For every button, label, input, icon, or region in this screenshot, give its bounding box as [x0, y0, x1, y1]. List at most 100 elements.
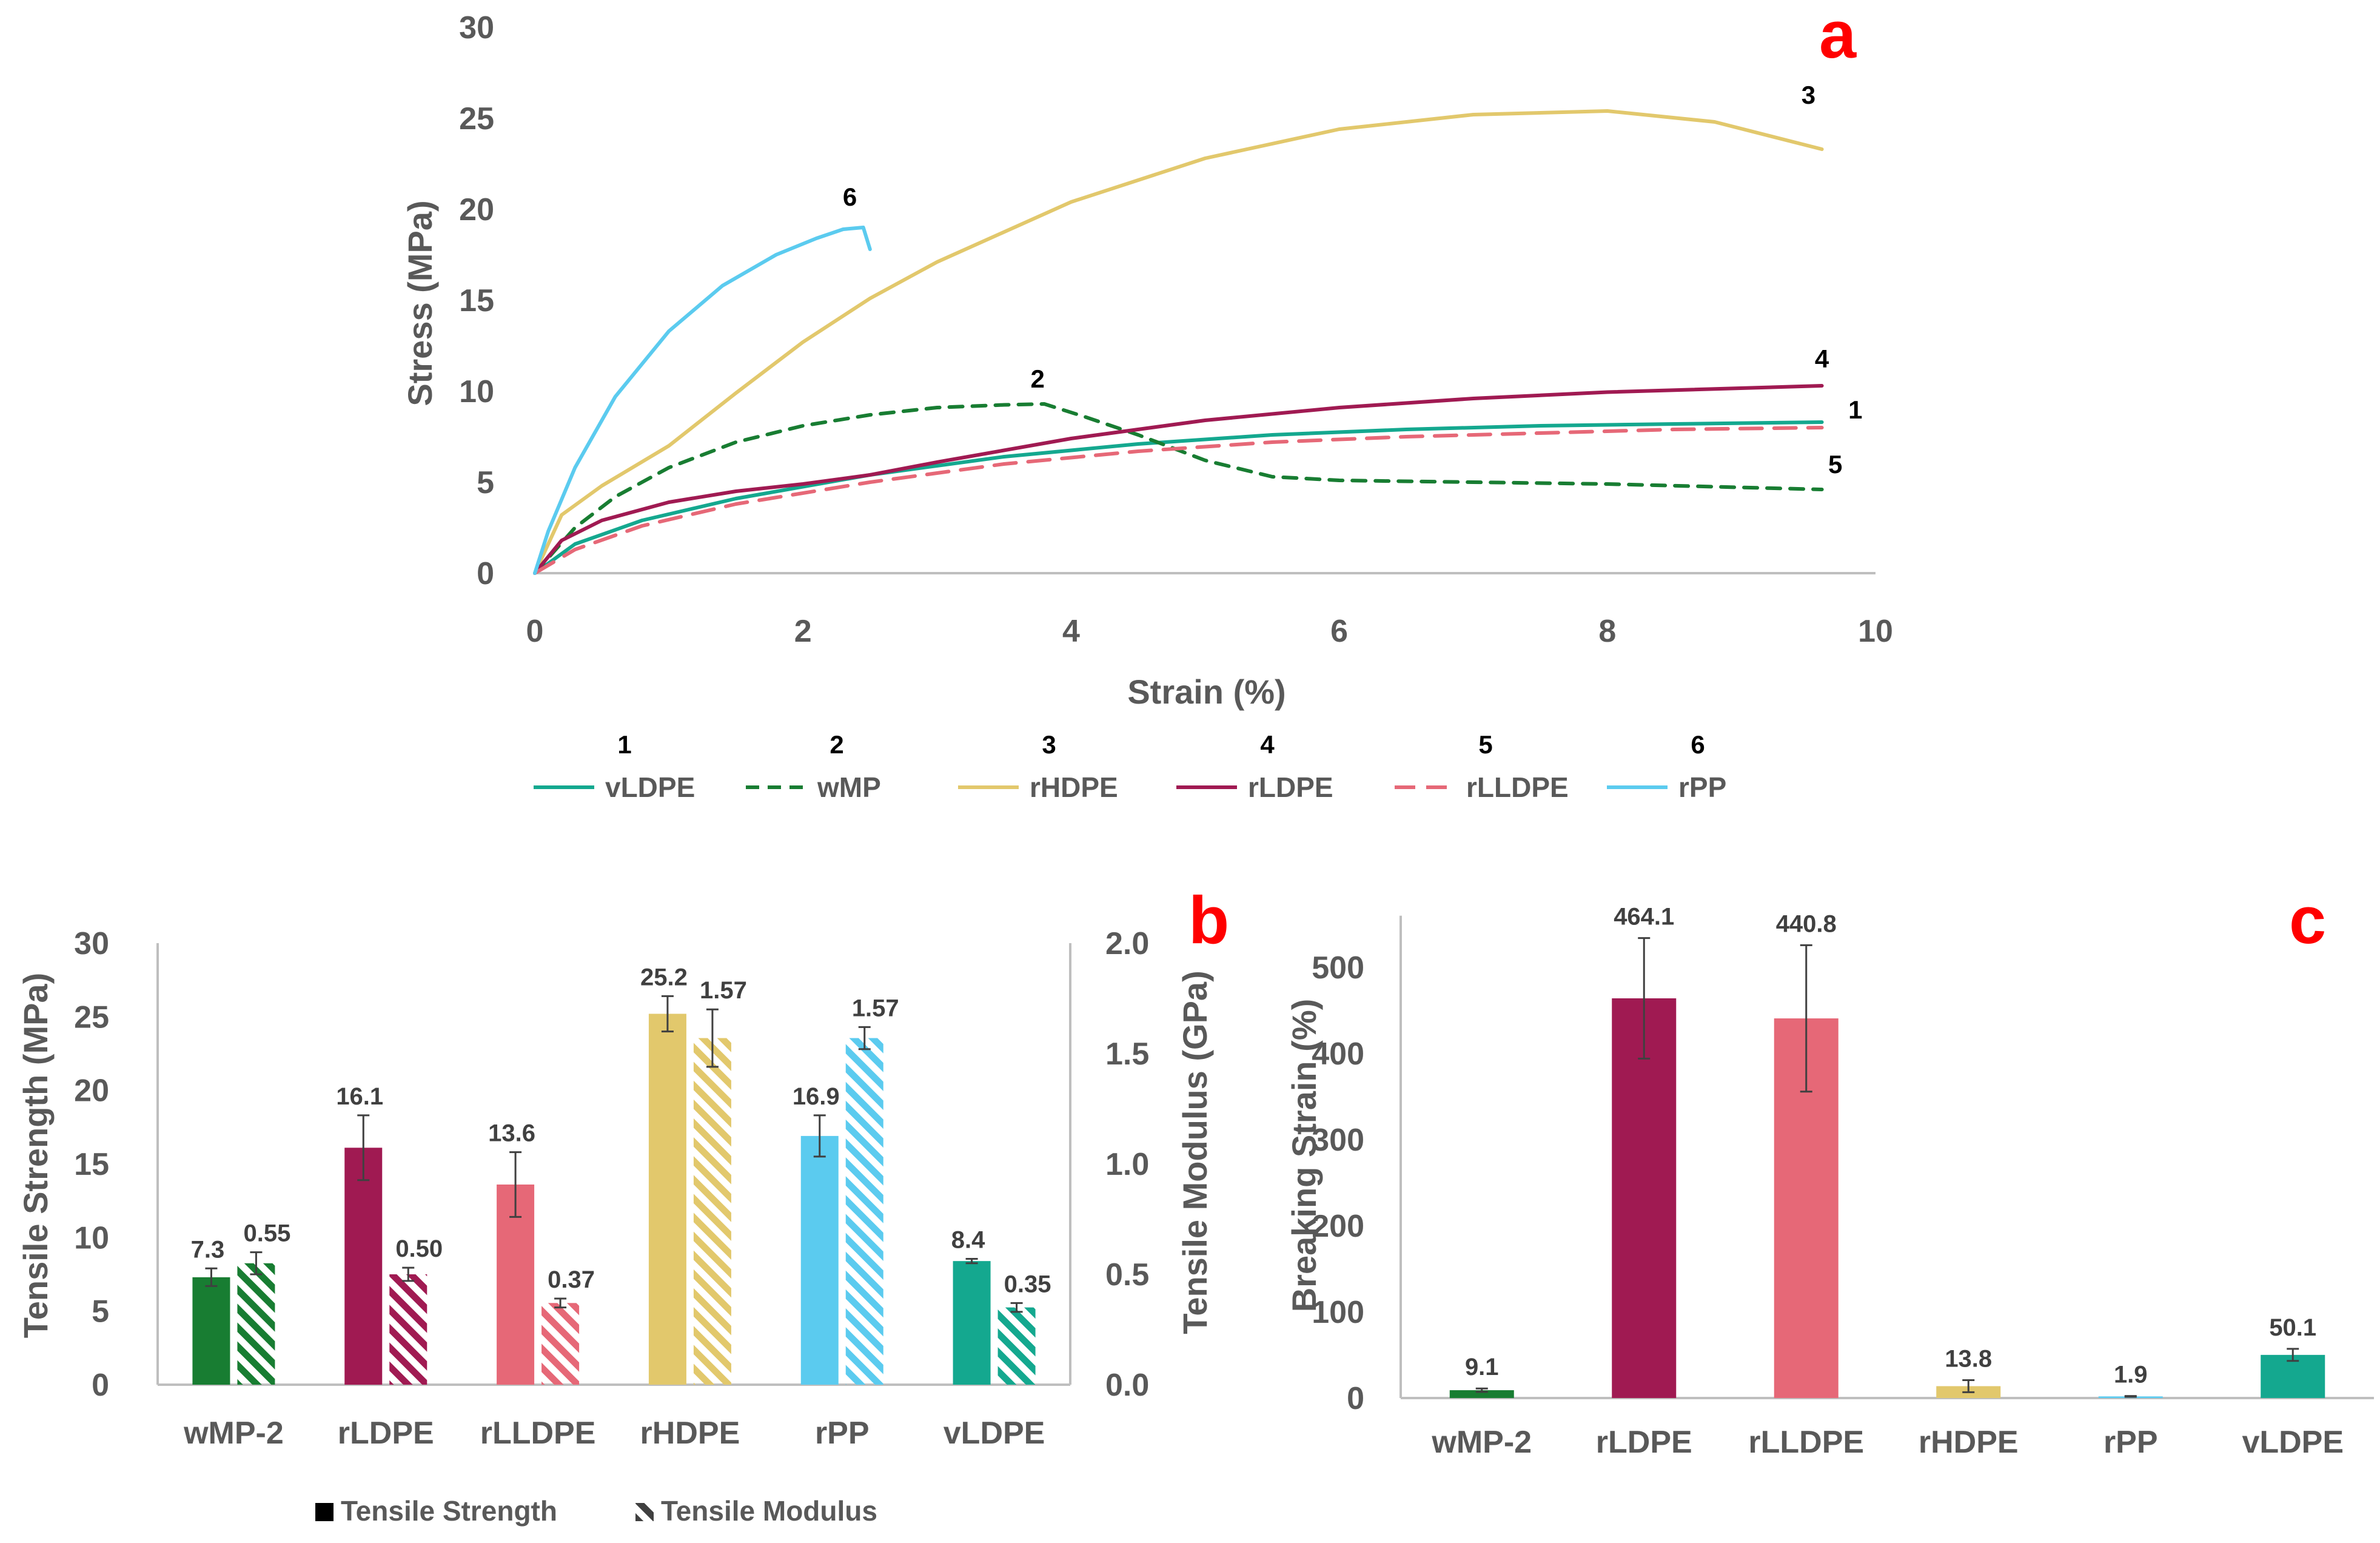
panel-a-x-tick-label: 10	[1858, 614, 1893, 649]
breaking-strain-value-label: 1.9	[2114, 1362, 2148, 1388]
modulus-bar-rLDPE	[389, 1274, 427, 1385]
modulus-error-bar	[402, 1266, 415, 1282]
panel-a-y-tick-label: 25	[459, 101, 494, 136]
curve-rPP	[533, 226, 872, 575]
strength-bar-vLDPE	[953, 1261, 991, 1385]
panel-c-letter: c	[2289, 883, 2326, 958]
legend-label-rHDPE: rHDPE	[1030, 772, 1118, 803]
legend-number: 2	[830, 730, 843, 759]
panel-c-category-label: vLDPE	[2242, 1425, 2344, 1460]
panel-a-y-tick-label: 15	[459, 283, 494, 318]
panel-a-letter: a	[1819, 0, 1857, 72]
legend-number: 5	[1478, 730, 1492, 759]
curve-number-label: 6	[843, 183, 857, 211]
modulus-bar-rHDPE	[693, 1038, 731, 1385]
curve-rLDPE	[533, 384, 1824, 575]
modulus-error-bar	[1010, 1302, 1023, 1313]
legend-label-vLDPE: vLDPE	[605, 772, 695, 803]
panel-c-y-tick-label: 100	[1312, 1295, 1364, 1330]
strength-error-bar	[357, 1114, 370, 1182]
panel-b-y-tick-label: 10	[74, 1220, 109, 1256]
curve-number-label: 3	[1802, 81, 1815, 109]
panel-a-x-tick-label: 2	[794, 614, 812, 649]
modulus-bar-rPP	[845, 1038, 883, 1385]
legend-swatch-solid	[315, 1503, 334, 1521]
modulus-error-bar	[858, 1026, 871, 1051]
legend-label-strength: Tensile Strength	[341, 1495, 557, 1527]
legend-number: 3	[1042, 730, 1056, 759]
panel-a-y-tick-label: 0	[477, 556, 494, 591]
breaking-strain-value-label: 440.8	[1776, 910, 1837, 937]
legend-label-modulus: Tensile Modulus	[661, 1495, 877, 1527]
panel-b-category-label: rPP	[815, 1416, 870, 1451]
modulus-value-label: 0.35	[1004, 1271, 1051, 1297]
panel-c-category-label: wMP-2	[1431, 1425, 1532, 1460]
panel-c-category-label: rLDPE	[1596, 1425, 1692, 1460]
legend-label-rLLDPE: rLLDPE	[1466, 772, 1569, 803]
strength-value-label: 25.2	[640, 964, 688, 990]
strength-value-label: 16.9	[793, 1083, 840, 1110]
strength-bar-wMP	[192, 1277, 230, 1385]
modulus-bar-wMP	[237, 1263, 275, 1385]
panel-c-y-tick-label: 300	[1312, 1123, 1364, 1158]
breaking-strain-bar-vLDPE	[2261, 1354, 2325, 1398]
panel-a-x-axis-title: Strain (%)	[1127, 673, 1286, 711]
panel-a-y-tick-label: 5	[477, 465, 494, 500]
curve-wMP	[533, 402, 1824, 575]
panel-a-x-tick-label: 6	[1330, 614, 1348, 649]
breaking-strain-value-label: 464.1	[1614, 904, 1674, 930]
modulus-value-label: 0.37	[548, 1266, 595, 1293]
panel-b-y-tick-label: 30	[74, 926, 109, 961]
panel-c-y-tick-label: 200	[1312, 1209, 1364, 1244]
breaking-strain-error-bar	[1638, 937, 1651, 1060]
breaking-strain-error-bar	[1475, 1387, 1488, 1393]
strength-value-label: 7.3	[191, 1236, 225, 1263]
panel-c-y-tick-label: 400	[1312, 1037, 1364, 1072]
strength-error-bar	[813, 1114, 826, 1158]
modulus-error-bar	[250, 1251, 263, 1276]
panel-c-breaking-strain-chart: 9.1 464.1 440.8 13.8 1.9 50.1 0 100 200 300 400 50…	[1285, 883, 2374, 1460]
panel-c-y-tick-label: 500	[1312, 950, 1364, 986]
breaking-strain-value-label: 9.1	[1465, 1354, 1499, 1380]
panel-c-y-tick-label: 0	[1347, 1381, 1364, 1416]
modulus-error-bar	[706, 1008, 719, 1068]
strength-bar-rLLDPE	[497, 1184, 535, 1385]
panel-b-category-label: vLDPE	[944, 1416, 1045, 1451]
modulus-value-label: 0.55	[243, 1220, 290, 1247]
curve-rLLDPE	[533, 426, 1824, 575]
curve-vLDPE	[533, 420, 1824, 575]
modulus-value-label: 1.57	[700, 977, 747, 1004]
panel-b-y-tick-label: 20	[74, 1074, 109, 1109]
strength-error-bar	[205, 1267, 218, 1287]
panel-a-y-tick-label: 10	[459, 374, 494, 409]
panel-b-category-label: rLDPE	[338, 1416, 434, 1451]
panel-b-legend: Tensile Strength Tensile Modulus	[315, 1495, 877, 1527]
breaking-strain-bar-rLDPE	[1612, 998, 1677, 1398]
legend-label-rPP: rPP	[1678, 772, 1726, 803]
breaking-strain-error-bar	[2124, 1395, 2137, 1398]
strength-bar-rLDPE	[344, 1148, 383, 1385]
strength-error-bar	[661, 995, 674, 1033]
curve-number-label: 5	[1828, 450, 1842, 479]
panel-b-category-label: rHDPE	[640, 1416, 740, 1451]
panel-b-y-tick-label: 0	[92, 1368, 109, 1403]
panel-b-y-tick-label: 5	[92, 1294, 109, 1330]
panel-b-letter: b	[1188, 883, 1229, 958]
panel-b-category-label: rLLDPE	[480, 1416, 596, 1451]
legend-number: 4	[1260, 730, 1275, 759]
breaking-strain-error-bar	[1962, 1379, 1975, 1393]
panel-a-x-tick-label: 4	[1062, 614, 1080, 649]
modulus-error-bar	[554, 1297, 567, 1309]
panel-b-y2-axis-title: Tensile Modulus (GPa)	[1176, 970, 1214, 1334]
breaking-strain-value-label: 50.1	[2269, 1314, 2316, 1341]
panel-a-y-axis-title: Stress (MPa)	[401, 200, 439, 406]
panel-a-legend: 1 vLDPE 2 wMP 3 rHDPE 4 rLDPE 5 rLLDPE 6 rPP	[534, 730, 1726, 803]
breaking-strain-bar-wMP	[1449, 1390, 1514, 1398]
panel-b-y2-tick-label: 0.0	[1105, 1368, 1149, 1403]
panel-a-y-tick-label: 20	[459, 192, 494, 227]
strength-error-bar	[509, 1151, 522, 1218]
modulus-value-label: 1.57	[852, 995, 899, 1021]
modulus-value-label: 0.50	[395, 1235, 443, 1262]
